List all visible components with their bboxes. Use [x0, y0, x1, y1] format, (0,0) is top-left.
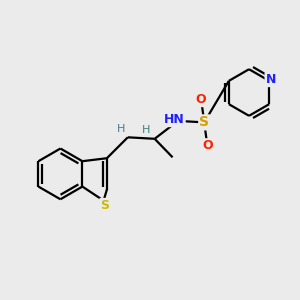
Text: S: S	[199, 116, 209, 129]
Text: H: H	[142, 125, 151, 135]
Text: O: O	[202, 139, 213, 152]
Text: H: H	[117, 124, 125, 134]
Text: S: S	[100, 199, 109, 212]
Text: O: O	[195, 93, 206, 106]
Text: HN: HN	[164, 113, 185, 126]
Text: N: N	[266, 73, 276, 86]
